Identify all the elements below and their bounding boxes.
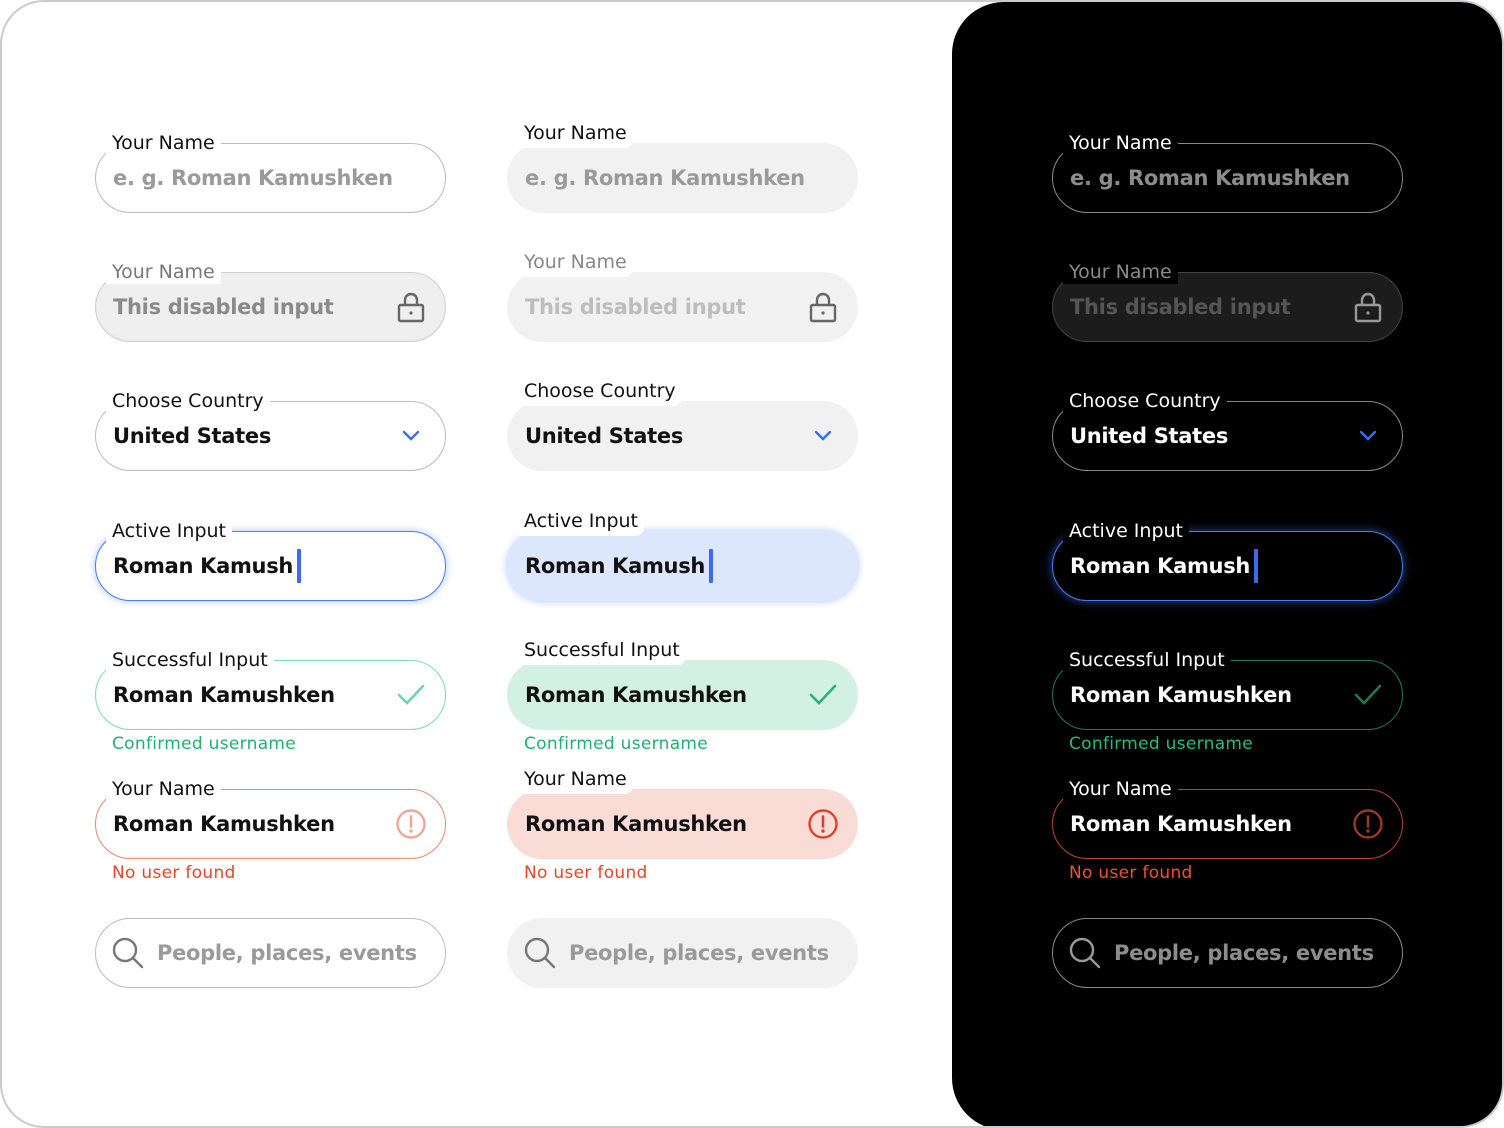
field-label: Choose Country: [1063, 389, 1227, 413]
field-label: Choose Country: [106, 389, 270, 413]
field-label: Choose Country: [518, 379, 682, 406]
input-placeholder: This disabled input: [1070, 295, 1291, 319]
error-input-filled-light[interactable]: Roman Kamushken: [507, 789, 858, 859]
field-label: Your Name: [106, 260, 221, 284]
input-value: Roman Kamushken: [113, 683, 335, 707]
lock-icon: [395, 291, 427, 323]
input-value: Roman Kamush: [525, 554, 706, 578]
input-value: Roman Kamushken: [525, 812, 747, 836]
error-message: No user found: [1069, 863, 1193, 883]
field-label: Your Name: [518, 121, 633, 148]
text-cursor: [297, 549, 302, 583]
input-placeholder: People, places, events: [157, 941, 417, 965]
disabled-input-filled-light: This disabled input: [507, 272, 858, 342]
check-icon: [807, 679, 839, 711]
field-label: Your Name: [518, 250, 633, 277]
error-message: No user found: [524, 863, 648, 883]
alert-circle-icon: [1352, 808, 1384, 840]
field-label: Active Input: [1063, 519, 1190, 543]
input-value: Roman Kamushken: [1070, 812, 1292, 836]
success-message: Confirmed username: [524, 734, 709, 754]
input-value: Roman Kamushken: [113, 812, 335, 836]
chevron-down-icon[interactable]: [1352, 420, 1384, 452]
input-placeholder: This disabled input: [113, 295, 334, 319]
input-value: Roman Kamushken: [525, 683, 747, 707]
search-icon: [111, 936, 145, 970]
placeholder-input-filled-light[interactable]: e. g. Roman Kamushken: [507, 143, 858, 213]
field-label: Successful Input: [518, 638, 686, 665]
input-value: Roman Kamush: [113, 554, 294, 578]
field-label: Your Name: [1063, 260, 1178, 284]
search-icon: [1068, 936, 1102, 970]
chevron-down-icon[interactable]: [395, 420, 427, 452]
text-cursor: [709, 549, 714, 583]
input-value: United States: [525, 424, 684, 448]
input-placeholder: e. g. Roman Kamushken: [1070, 166, 1350, 190]
text-cursor: [1254, 549, 1259, 583]
field-label: Active Input: [106, 519, 233, 543]
input-placeholder: This disabled input: [525, 295, 746, 319]
input-value: United States: [1070, 424, 1229, 448]
input-value: Roman Kamushken: [1070, 683, 1292, 707]
chevron-down-icon[interactable]: [807, 420, 839, 452]
field-label: Your Name: [106, 777, 221, 801]
field-label: Active Input: [518, 509, 645, 536]
field-label: Successful Input: [1063, 648, 1231, 672]
search-icon: [523, 936, 557, 970]
success-message: Confirmed username: [112, 734, 297, 754]
field-label: Your Name: [518, 767, 633, 794]
success-message: Confirmed username: [1069, 734, 1254, 754]
input-value: United States: [113, 424, 272, 448]
active-input-filled-light[interactable]: Roman Kamush: [507, 531, 858, 601]
field-label: Your Name: [1063, 131, 1178, 155]
input-value: Roman Kamush: [1070, 554, 1251, 578]
input-placeholder: People, places, events: [569, 941, 829, 965]
alert-circle-icon: [807, 808, 839, 840]
lock-icon: [807, 291, 839, 323]
search-input-outlined-dark[interactable]: People, places, events: [1052, 918, 1403, 988]
field-label: Your Name: [106, 131, 221, 155]
input-placeholder: e. g. Roman Kamushken: [525, 166, 805, 190]
search-input-outlined-light[interactable]: People, places, events: [95, 918, 446, 988]
placeholder-input-outlined-dark[interactable]: e. g. Roman Kamushken: [1052, 143, 1403, 213]
success-input-filled-light[interactable]: Roman Kamushken: [507, 660, 858, 730]
field-label: Successful Input: [106, 648, 274, 672]
search-input-filled-light[interactable]: People, places, events: [507, 918, 858, 988]
select-input-filled-light[interactable]: United States: [507, 401, 858, 471]
disabled-input-outlined-light: This disabled input: [95, 272, 446, 342]
error-message: No user found: [112, 863, 236, 883]
check-icon: [1352, 679, 1384, 711]
field-label: Your Name: [1063, 777, 1178, 801]
input-placeholder: e. g. Roman Kamushken: [113, 166, 393, 190]
select-input-outlined-dark[interactable]: United States: [1052, 401, 1403, 471]
alert-circle-icon: [395, 808, 427, 840]
check-icon: [395, 679, 427, 711]
input-placeholder: People, places, events: [1114, 941, 1374, 965]
lock-icon: [1352, 291, 1384, 323]
